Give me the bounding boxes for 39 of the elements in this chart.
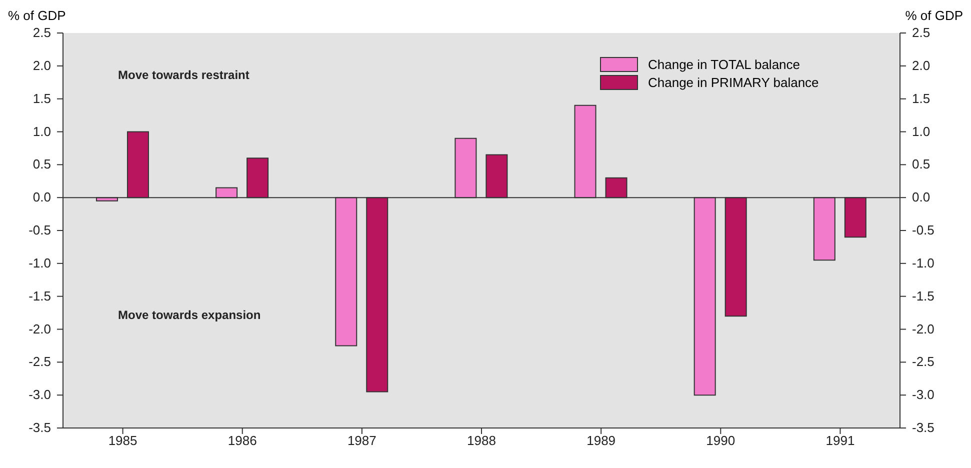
y-tick-label: 2.5	[32, 25, 51, 40]
x-tick-label: 1987	[347, 433, 376, 448]
y-tick-label: -2.0	[28, 321, 51, 336]
y2-tick-label: -2.5	[912, 354, 934, 370]
y2-tick-label: 1.5	[912, 90, 930, 106]
y2-tick-label: 1.0	[912, 124, 930, 139]
annotation: Move towards restraint	[118, 68, 250, 82]
y-tick-label: 0.5	[32, 156, 51, 172]
y2-tick-label: 0.0	[912, 190, 930, 205]
x-tick-label: 1990	[706, 433, 736, 448]
y-tick-label: -3.5	[28, 420, 51, 435]
y-tick-label: -1.5	[28, 288, 51, 304]
y-tick-label: 1.5	[32, 90, 51, 106]
x-tick-label: 1989	[586, 433, 616, 448]
y2-axis-title: % of GDP	[905, 8, 963, 23]
y2-tick-label: -3.5	[912, 420, 934, 435]
legend-label: Change in TOTAL balance	[648, 56, 800, 72]
y2-tick-label: -1.5	[912, 288, 934, 304]
y-tick-label: -3.0	[28, 387, 51, 402]
x-tick-label: 1991	[826, 433, 855, 448]
x-tick-label: 1985	[108, 433, 138, 448]
y-tick-label: -1.0	[28, 255, 51, 270]
y2-tick-label: -2.0	[912, 321, 934, 336]
y-tick-label: 0.0	[32, 190, 51, 205]
y-tick-label: 2.0	[32, 58, 51, 73]
x-tick-label: 1986	[228, 433, 257, 448]
y2-tick-label: 2.5	[912, 25, 930, 40]
y-tick-label: 1.0	[32, 124, 51, 139]
y-tick-label: -2.5	[28, 354, 51, 370]
y2-tick-label: -1.0	[912, 255, 934, 270]
y2-tick-label: -0.5	[912, 222, 934, 238]
y2-tick-label: 2.0	[912, 58, 930, 73]
y-tick-label: -0.5	[28, 222, 51, 238]
y-axis-title: % of GDP	[8, 8, 66, 23]
y2-tick-label: 0.5	[912, 156, 930, 172]
y2-tick-label: -3.0	[912, 387, 934, 402]
x-tick-label: 1988	[467, 433, 496, 448]
legend-label: Change in PRIMARY balance	[648, 74, 819, 90]
annotation: Move towards expansion	[118, 308, 261, 322]
